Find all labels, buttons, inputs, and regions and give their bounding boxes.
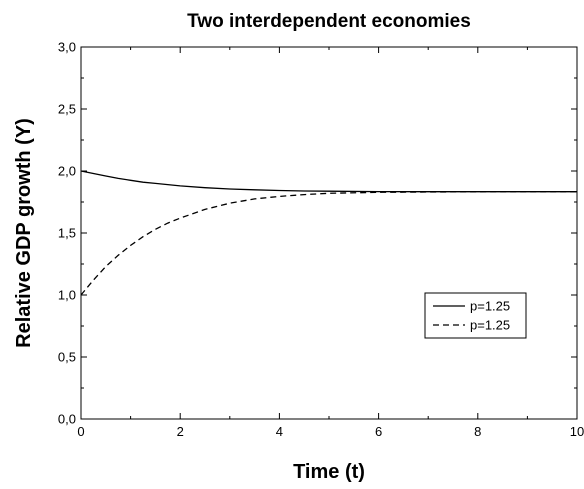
y-tick-label: 2,5 xyxy=(58,102,76,117)
legend-label: p=1.25 xyxy=(470,318,510,333)
y-tick-label: 0,0 xyxy=(58,412,76,427)
axes: 0 2 4 6 8 10 0,0 0,5 1,0 1,5 2,0 2,5 3,0 xyxy=(58,40,584,440)
chart-title: Two interdependent economies xyxy=(187,11,471,32)
legend: p=1.25 p=1.25 xyxy=(424,292,527,339)
y-tick-label: 2,0 xyxy=(58,164,76,179)
x-tick-label: 4 xyxy=(276,424,283,439)
x-tick-label: 0 xyxy=(77,424,84,439)
y-tick-label: 3,0 xyxy=(58,40,76,55)
x-tick-label: 2 xyxy=(177,424,184,439)
x-tick-label: 8 xyxy=(474,424,481,439)
y-axis-label: Relative GDP growth (Y) xyxy=(13,118,35,348)
series-line-dashed xyxy=(80,191,577,296)
plot-frame xyxy=(80,46,578,420)
y-tick-label: 1,0 xyxy=(58,288,76,303)
x-tick-label: 10 xyxy=(570,424,584,439)
x-axis-label: Time (t) xyxy=(293,461,365,483)
legend-label: p=1.25 xyxy=(470,299,510,314)
series-line-solid xyxy=(80,170,577,193)
y-tick-label: 0,5 xyxy=(58,350,76,365)
x-tick-label: 6 xyxy=(375,424,382,439)
legend-box xyxy=(424,292,527,339)
series-layer xyxy=(80,170,577,296)
y-tick-label: 1,5 xyxy=(58,226,76,241)
